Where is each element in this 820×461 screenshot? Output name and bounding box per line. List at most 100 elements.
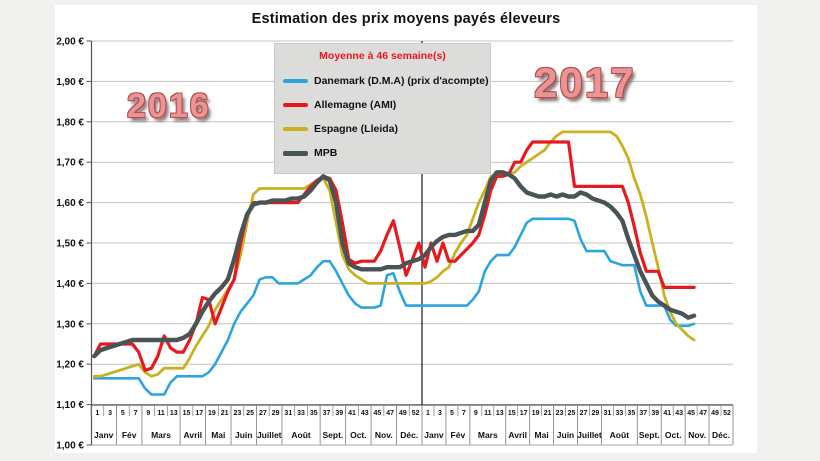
week-number-label: 17 bbox=[520, 410, 528, 417]
week-number-label: 33 bbox=[615, 410, 623, 417]
week-number-label: 23 bbox=[556, 410, 564, 417]
week-number-label: 41 bbox=[348, 410, 356, 417]
week-number-label: 35 bbox=[310, 410, 318, 417]
week-number-label: 3 bbox=[108, 410, 112, 417]
week-number-label: 17 bbox=[195, 410, 203, 417]
week-number-label: 11 bbox=[157, 410, 165, 417]
legend-item-mpb: MPB bbox=[283, 141, 482, 165]
week-number-label: 52 bbox=[723, 410, 731, 417]
week-number-label: 5 bbox=[121, 410, 125, 417]
week-number-label: 13 bbox=[496, 410, 504, 417]
legend-title: Moyenne à 46 semaine(s) bbox=[319, 50, 446, 62]
week-number-label: 27 bbox=[259, 410, 267, 417]
week-number-label: 11 bbox=[484, 410, 492, 417]
y-axis-label: 1,90 € bbox=[56, 77, 84, 88]
year-annotation-2016: 2016 bbox=[127, 87, 211, 125]
month-label: Oct. bbox=[350, 430, 367, 440]
month-label: Déc. bbox=[400, 430, 418, 440]
chart-panel: Estimation des prix moyens payés éleveur… bbox=[55, 5, 757, 453]
week-number-label: 39 bbox=[651, 410, 659, 417]
week-number-label: 29 bbox=[272, 410, 280, 417]
legend-label-mpb: MPB bbox=[314, 147, 338, 159]
week-number-label: 41 bbox=[663, 410, 671, 417]
week-number-label: 21 bbox=[221, 410, 229, 417]
week-number-label: 1 bbox=[95, 410, 99, 417]
month-label: Avril bbox=[508, 430, 527, 440]
allemagne-line-swatch bbox=[283, 102, 308, 108]
y-axis-label: 1,30 € bbox=[56, 319, 84, 330]
week-number-label: 13 bbox=[170, 410, 178, 417]
month-label: Mars bbox=[478, 430, 498, 440]
legend-item-danemark: Danemark (D.M.A) (prix d'acompte) bbox=[283, 69, 489, 93]
series-line-espagne bbox=[92, 130, 696, 378]
week-number-label: 7 bbox=[134, 410, 138, 417]
chart-title: Estimation des prix moyens payés éleveur… bbox=[251, 11, 561, 27]
y-axis-label: 1,00 € bbox=[56, 441, 84, 452]
y-axis-label: 1,40 € bbox=[56, 279, 84, 290]
month-label: Juin bbox=[557, 430, 574, 440]
week-number-label: 3 bbox=[438, 410, 442, 417]
week-number-label: 49 bbox=[711, 410, 719, 417]
week-number-label: 37 bbox=[639, 410, 647, 417]
y-axis-label: 1,70 € bbox=[56, 158, 84, 169]
week-number-label: 9 bbox=[146, 410, 150, 417]
month-label: Sept. bbox=[639, 430, 660, 440]
week-number-label: 5 bbox=[450, 410, 454, 417]
y-axis-label: 2,00 € bbox=[56, 37, 84, 48]
week-number-label: 43 bbox=[361, 410, 369, 417]
month-label: Oct. bbox=[665, 430, 682, 440]
month-label: Juin bbox=[235, 430, 252, 440]
y-axis-label: 1,60 € bbox=[56, 198, 84, 209]
espagne-line-swatch bbox=[283, 127, 308, 131]
legend-item-allemagne: Allemagne (AMI) bbox=[283, 93, 482, 117]
mpb-line-swatch bbox=[283, 150, 308, 156]
week-number-label: 19 bbox=[532, 410, 540, 417]
week-number-label: 47 bbox=[386, 410, 394, 417]
week-number-label: 25 bbox=[568, 410, 576, 417]
legend-label-danemark: Danemark (D.M.A) (prix d'acompte) bbox=[314, 75, 489, 87]
week-number-label: 29 bbox=[592, 410, 600, 417]
week-number-label: 45 bbox=[374, 410, 382, 417]
month-label: Fév bbox=[122, 430, 137, 440]
y-axis-label: 1,10 € bbox=[56, 400, 84, 411]
legend-label-allemagne: Allemagne (AMI) bbox=[314, 99, 397, 111]
month-label: Mai bbox=[211, 430, 225, 440]
month-label: Fév bbox=[451, 430, 466, 440]
week-number-label: 21 bbox=[544, 410, 552, 417]
week-number-label: 45 bbox=[687, 410, 695, 417]
plot-area: 2,00 € 1,90 € 1,80 € 1,70 € 1,60 € 1,50 € 1,40… bbox=[56, 37, 734, 452]
month-label: Janv bbox=[424, 430, 444, 440]
month-label: Juillet bbox=[577, 430, 602, 440]
week-number-label: 25 bbox=[246, 410, 254, 417]
week-number-label: 23 bbox=[234, 410, 242, 417]
week-number-label: 47 bbox=[699, 410, 707, 417]
danemark-line-swatch bbox=[283, 79, 308, 83]
legend-item-espagne: Espagne (Lleida) bbox=[283, 117, 482, 141]
month-label: Avril bbox=[184, 430, 203, 440]
week-number-label: 49 bbox=[399, 410, 407, 417]
y-axis-label: 1,20 € bbox=[56, 360, 84, 371]
series-line-danemark bbox=[92, 217, 696, 396]
week-number-label: 1 bbox=[426, 410, 430, 417]
week-number-label: 43 bbox=[675, 410, 683, 417]
month-label: Mai bbox=[535, 430, 549, 440]
week-number-label: 37 bbox=[323, 410, 331, 417]
month-label: Août bbox=[610, 430, 630, 440]
month-label: Déc. bbox=[712, 430, 730, 440]
week-number-label: 35 bbox=[627, 410, 635, 417]
y-axis-label: 1,80 € bbox=[56, 117, 84, 128]
month-label: Août bbox=[291, 430, 311, 440]
legend-label-espagne: Espagne (Lleida) bbox=[314, 123, 399, 135]
week-number-label: 7 bbox=[462, 410, 466, 417]
week-number-label: 27 bbox=[580, 410, 588, 417]
week-number-label: 15 bbox=[508, 410, 516, 417]
month-label: Mars bbox=[151, 430, 171, 440]
week-number-label: 15 bbox=[183, 410, 191, 417]
week-number-label: 52 bbox=[412, 410, 420, 417]
legend-box: Moyenne à 46 semaine(s) Danemark (D.M.A)… bbox=[274, 43, 491, 174]
week-number-label: 39 bbox=[335, 410, 343, 417]
year-annotation-2017: 2017 bbox=[534, 59, 636, 106]
y-axis-label: 1,50 € bbox=[56, 239, 84, 250]
week-number-label: 9 bbox=[474, 410, 478, 417]
month-label: Nov. bbox=[375, 430, 393, 440]
